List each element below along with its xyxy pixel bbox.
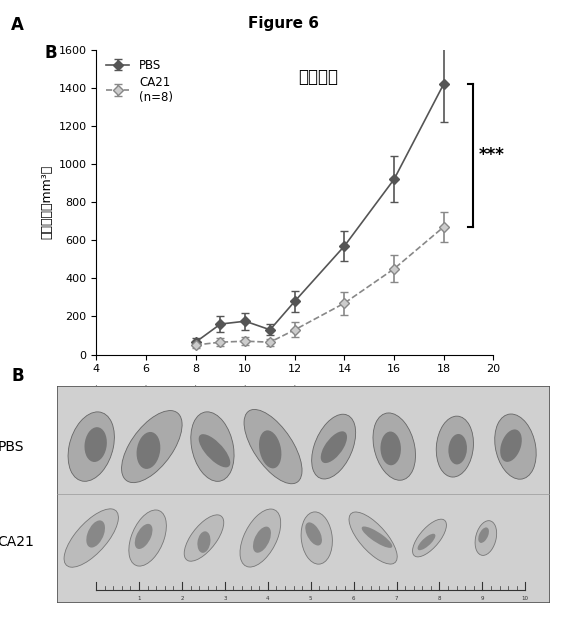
Text: 8: 8 [438, 596, 441, 601]
Text: 2: 2 [180, 596, 184, 601]
Ellipse shape [68, 412, 115, 481]
Ellipse shape [349, 512, 397, 564]
FancyBboxPatch shape [57, 386, 550, 603]
Text: PBS: PBS [0, 440, 24, 453]
Ellipse shape [259, 430, 281, 468]
Ellipse shape [84, 427, 107, 462]
Ellipse shape [137, 432, 160, 469]
Text: Figure 6: Figure 6 [248, 16, 319, 30]
Ellipse shape [64, 509, 119, 567]
Text: 7: 7 [395, 596, 399, 601]
Ellipse shape [305, 522, 322, 545]
Ellipse shape [191, 412, 234, 481]
Ellipse shape [413, 519, 446, 557]
Y-axis label: 腫瑞体積（mm³）: 腫瑞体積（mm³） [40, 165, 53, 239]
Ellipse shape [362, 526, 392, 548]
Ellipse shape [129, 510, 166, 566]
Ellipse shape [197, 531, 210, 553]
Text: 5: 5 [309, 596, 312, 601]
Ellipse shape [373, 413, 416, 480]
Ellipse shape [475, 521, 497, 555]
Text: 3: 3 [223, 596, 227, 601]
Ellipse shape [312, 414, 356, 479]
Ellipse shape [198, 434, 230, 467]
Ellipse shape [380, 432, 401, 465]
Ellipse shape [448, 434, 467, 465]
Ellipse shape [135, 524, 153, 549]
Text: 10: 10 [522, 596, 529, 601]
Text: 6: 6 [352, 596, 356, 601]
Ellipse shape [184, 515, 224, 561]
Text: ***: *** [479, 146, 504, 164]
Ellipse shape [436, 416, 473, 477]
Text: ルイス肺: ルイス肺 [299, 68, 338, 86]
Ellipse shape [121, 411, 182, 483]
Ellipse shape [479, 527, 489, 543]
Text: 1: 1 [137, 596, 141, 601]
X-axis label: 腫瑞注射後日数: 腫瑞注射後日数 [265, 402, 324, 416]
Legend: PBS, CA21
(n=8): PBS, CA21 (n=8) [102, 55, 176, 107]
Ellipse shape [86, 521, 105, 547]
Ellipse shape [321, 431, 347, 463]
Text: B: B [11, 367, 24, 385]
Text: 9: 9 [481, 596, 484, 601]
Text: A: A [11, 16, 24, 34]
Ellipse shape [495, 414, 536, 479]
Ellipse shape [240, 509, 281, 567]
Ellipse shape [253, 527, 271, 553]
Ellipse shape [500, 429, 522, 462]
Ellipse shape [301, 512, 332, 564]
Text: B: B [45, 44, 57, 62]
Text: 4: 4 [266, 596, 269, 601]
Ellipse shape [417, 534, 435, 550]
Ellipse shape [244, 409, 302, 484]
Text: CA21: CA21 [0, 536, 35, 549]
